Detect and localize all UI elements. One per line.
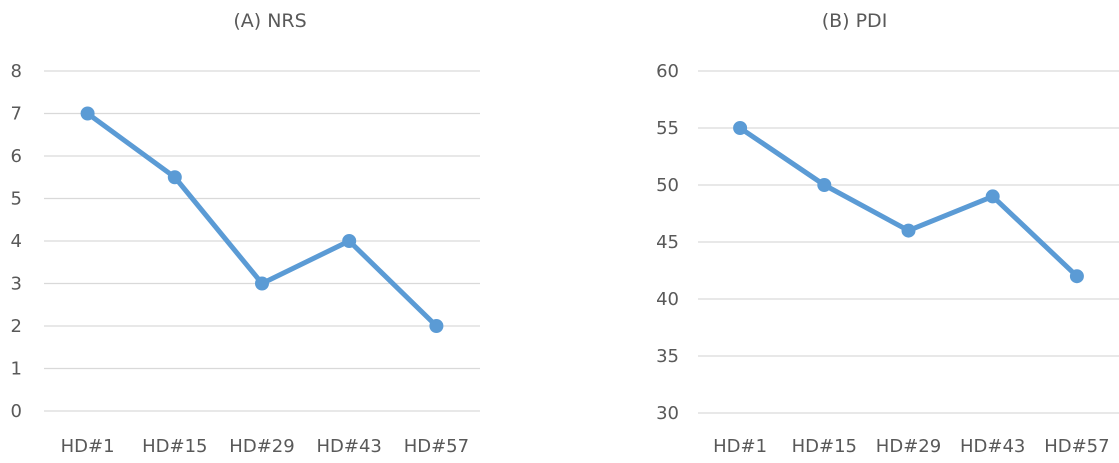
x-tick-label: HD#29 bbox=[229, 436, 294, 457]
x-tick-label: HD#1 bbox=[713, 436, 767, 457]
series-line bbox=[737, 125, 1080, 279]
x-tick-label: HD#43 bbox=[317, 436, 382, 457]
series-line bbox=[85, 111, 439, 329]
data-point bbox=[167, 170, 182, 185]
data-point bbox=[255, 276, 269, 291]
y-tick-label: 50 bbox=[656, 175, 679, 196]
y-tick-label: 40 bbox=[656, 289, 679, 310]
chart-nrs: (A) NRS 0 1 2 3 4 5 6 7 8 HD#1 HD#15 HD#29 HD#43 HD#5… bbox=[0, 0, 540, 459]
data-point bbox=[733, 121, 748, 135]
y-tick-label: 4 bbox=[11, 231, 22, 252]
y-tick-label: 7 bbox=[11, 104, 22, 125]
x-tick-label: HD#43 bbox=[960, 436, 1025, 457]
y-tick-label: 35 bbox=[656, 346, 679, 367]
y-tick-label: 1 bbox=[11, 359, 22, 380]
data-point bbox=[429, 319, 444, 333]
data-point bbox=[1069, 269, 1084, 284]
x-tick-label: HD#1 bbox=[61, 436, 115, 457]
chart-plot-pdi: 30 35 40 45 50 55 60 HD#1 HD#15 HD#29 HD#43 HD#57 bbox=[656, 61, 1119, 457]
chart-plot-nrs: 0 1 2 3 4 5 6 7 8 HD#1 HD#15 HD#29 HD#43 HD#57 bbox=[11, 61, 480, 457]
y-tick-label: 6 bbox=[11, 146, 22, 167]
y-tick-label: 2 bbox=[11, 316, 22, 337]
data-point bbox=[901, 223, 916, 238]
data-point bbox=[80, 106, 95, 121]
y-tick-label: 60 bbox=[656, 61, 679, 82]
data-point bbox=[817, 178, 832, 192]
chart-title: (B) PDI bbox=[821, 10, 888, 32]
y-tick-label: 30 bbox=[656, 403, 679, 424]
x-tick-label: HD#15 bbox=[142, 436, 207, 457]
y-tick-label: 0 bbox=[11, 401, 22, 422]
chart-pdi: (B) PDI 30 35 40 45 50 55 60 HD#1 HD#15 HD#29 HD#4… bbox=[590, 0, 1119, 459]
y-tick-label: 45 bbox=[656, 232, 679, 253]
data-point bbox=[985, 189, 1000, 204]
y-tick-label: 5 bbox=[11, 189, 22, 210]
y-tick-label: 8 bbox=[11, 61, 22, 82]
x-tick-label: HD#29 bbox=[876, 436, 941, 457]
y-tick-label: 3 bbox=[11, 274, 22, 295]
data-point bbox=[342, 234, 357, 248]
x-tick-label: HD#57 bbox=[404, 436, 469, 457]
y-tick-label: 55 bbox=[656, 118, 679, 139]
chart-title: (A) NRS bbox=[233, 10, 307, 32]
x-tick-label: HD#15 bbox=[792, 436, 857, 457]
x-tick-label: HD#57 bbox=[1044, 436, 1109, 457]
